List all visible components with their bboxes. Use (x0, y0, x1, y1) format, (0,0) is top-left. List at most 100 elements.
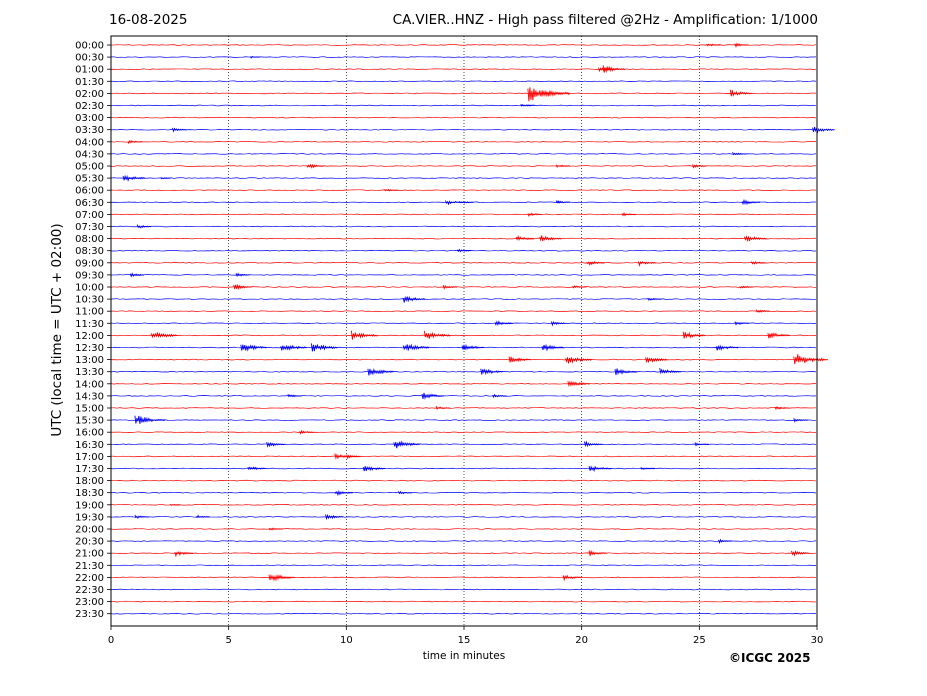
seismic-event (520, 103, 535, 107)
seismic-event (306, 163, 325, 169)
seismic-event (541, 90, 561, 97)
seismic-event (640, 466, 656, 471)
trace-line (110, 153, 817, 155)
seismic-event (129, 272, 145, 278)
trace-line (110, 612, 817, 615)
trace-line (110, 225, 817, 228)
seismic-event (334, 490, 354, 497)
y-tick-label: 14:00 (75, 379, 104, 390)
trace-line (110, 310, 817, 312)
seismic-event (150, 331, 178, 339)
seismic-event (134, 415, 166, 424)
trace-line (110, 346, 817, 349)
copyright-label: ©ICGC 2025 (729, 651, 811, 665)
trace-line (110, 44, 817, 46)
y-tick-label: 03:00 (75, 113, 104, 124)
seismic-event (398, 490, 413, 495)
y-tick-label: 04:30 (75, 149, 104, 160)
y-tick-label: 02:00 (75, 89, 104, 100)
date-label: 16-08-2025 (109, 12, 188, 28)
y-tick-label: 17:00 (75, 452, 104, 463)
seismic-event (550, 320, 566, 327)
seismic-event (367, 367, 395, 376)
chart-title: CA.VIER..HNZ - High pass filtered @2Hz -… (392, 12, 818, 28)
y-tick-label: 12:30 (75, 343, 104, 354)
seismic-event (793, 418, 808, 423)
y-tick-label: 05:00 (75, 162, 104, 173)
seismic-event (659, 367, 682, 375)
y-tick-label: 06:30 (75, 198, 104, 209)
seismic-event (755, 309, 771, 313)
seismic-event (741, 198, 761, 206)
y-tick-label: 16:30 (75, 440, 104, 451)
y-tick-label: 10:00 (75, 283, 104, 294)
seismic-event (122, 174, 146, 182)
y-tick-label: 08:00 (75, 234, 104, 245)
trace-line (110, 540, 817, 542)
seismic-event (195, 514, 211, 519)
seismic-event (586, 260, 605, 266)
seismic-event (567, 380, 591, 388)
trace-line (110, 552, 817, 554)
trace-line (110, 588, 817, 591)
y-tick-label: 21:00 (75, 549, 104, 560)
seismic-event (136, 224, 152, 229)
trace-line (110, 528, 817, 530)
y-tick-label: 11:00 (75, 307, 104, 318)
y-tick-label: 13:00 (75, 355, 104, 366)
trace-line (110, 92, 817, 95)
seismic-event (310, 343, 338, 352)
y-tick-label: 20:00 (75, 525, 104, 536)
seismic-event (247, 466, 266, 471)
seismic-event (706, 43, 721, 47)
plot-frame (110, 35, 818, 627)
seismic-event (647, 297, 663, 301)
y-tick-label: 23:00 (75, 597, 104, 608)
y-tick-label: 03:30 (75, 125, 104, 136)
seismic-event (492, 393, 507, 399)
trace-line (110, 479, 817, 482)
y-tick-label: 20:30 (75, 537, 104, 548)
trace-line (110, 564, 817, 567)
y-tick-label: 09:30 (75, 270, 104, 281)
trace-line (110, 395, 817, 397)
x-tick-label: 25 (693, 635, 706, 646)
seismic-event (459, 201, 474, 204)
seismic-event (268, 527, 284, 531)
seismic-event (249, 55, 261, 59)
trace-line (110, 286, 817, 288)
y-tick-label: 08:30 (75, 246, 104, 257)
trace-line (110, 516, 817, 518)
y-tick-label: 16:00 (75, 428, 104, 439)
seismic-event (174, 550, 194, 558)
seismic-event (268, 573, 296, 582)
trace-line (110, 116, 817, 119)
trace-line (110, 68, 817, 70)
seismic-event (134, 514, 149, 520)
y-tick-label: 02:30 (75, 101, 104, 112)
y-tick-label: 13:30 (75, 367, 104, 378)
seismic-event (299, 429, 314, 435)
seismic-event (793, 354, 829, 365)
y-tick-label: 11:30 (75, 319, 104, 330)
seismic-event (583, 440, 603, 448)
seismic-event (718, 538, 733, 545)
y-tick-label: 22:30 (75, 585, 104, 596)
trace-lines (110, 42, 835, 615)
seismic-event (383, 188, 399, 192)
trace-line (110, 467, 817, 470)
y-tick-labels: 00:0000:3001:0001:3002:0002:3003:0003:30… (75, 41, 111, 620)
y-tick-label: 07:30 (75, 222, 104, 233)
seismic-event (638, 260, 657, 267)
seismic-event (362, 466, 386, 472)
seismic-event (734, 42, 750, 48)
x-tick-label: 20 (575, 635, 588, 646)
y-tick-label: 18:30 (75, 488, 104, 499)
y-tick-label: 10:30 (75, 295, 104, 306)
x-axis-label: time in minutes (422, 650, 506, 662)
seismic-event (435, 405, 451, 410)
trace-line (110, 358, 816, 361)
seismic-event (588, 549, 608, 556)
seismic-event (508, 356, 532, 363)
seismic-event (774, 405, 790, 411)
